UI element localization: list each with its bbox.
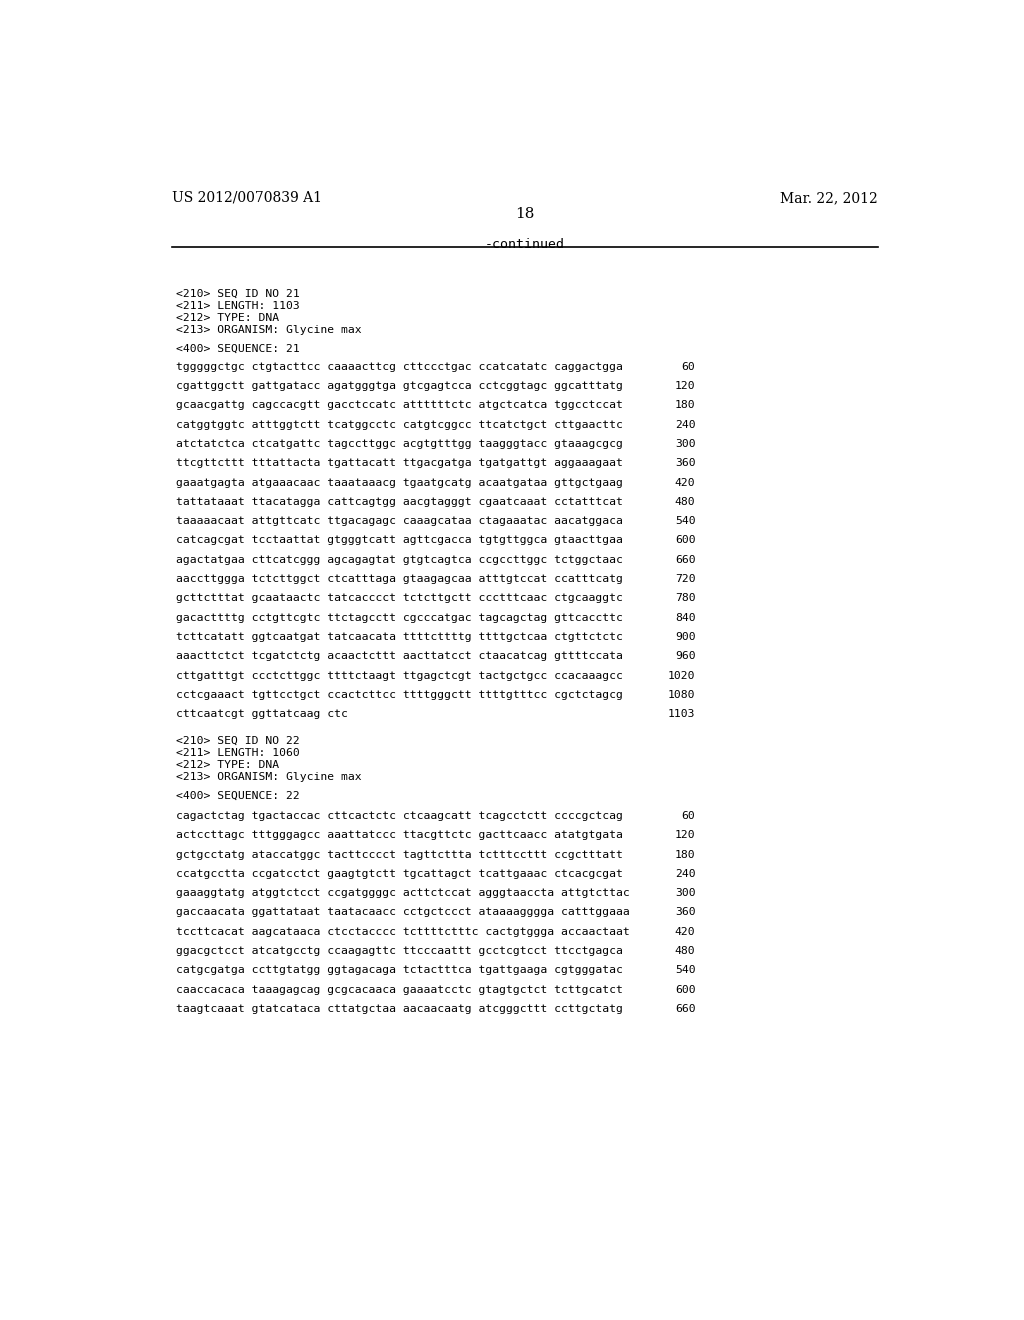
Text: cgattggctt gattgatacc agatgggtga gtcgagtcca cctcggtagc ggcatttatg: cgattggctt gattgatacc agatgggtga gtcgagt… xyxy=(176,381,623,391)
Text: tgggggctgc ctgtacttcc caaaacttcg cttccctgac ccatcatatc caggactgga: tgggggctgc ctgtacttcc caaaacttcg cttccct… xyxy=(176,362,623,372)
Text: catcagcgat tcctaattat gtgggtcatt agttcgacca tgtgttggca gtaacttgaa: catcagcgat tcctaattat gtgggtcatt agttcga… xyxy=(176,536,623,545)
Text: 1103: 1103 xyxy=(668,709,695,719)
Text: taaaaacaat attgttcatc ttgacagagc caaagcataa ctagaaatac aacatggaca: taaaaacaat attgttcatc ttgacagagc caaagca… xyxy=(176,516,623,527)
Text: 540: 540 xyxy=(675,516,695,527)
Text: 240: 240 xyxy=(675,869,695,879)
Text: 780: 780 xyxy=(675,594,695,603)
Text: gaaaggtatg atggtctcct ccgatggggc acttctccat agggtaaccta attgtcttac: gaaaggtatg atggtctcct ccgatggggc acttctc… xyxy=(176,888,630,898)
Text: 18: 18 xyxy=(515,207,535,222)
Text: 120: 120 xyxy=(675,830,695,841)
Text: cttgatttgt ccctcttggc ttttctaagt ttgagctcgt tactgctgcc ccacaaagcc: cttgatttgt ccctcttggc ttttctaagt ttgagct… xyxy=(176,671,623,681)
Text: agactatgaa cttcatcggg agcagagtat gtgtcagtca ccgccttggc tctggctaac: agactatgaa cttcatcggg agcagagtat gtgtcag… xyxy=(176,554,623,565)
Text: US 2012/0070839 A1: US 2012/0070839 A1 xyxy=(172,191,322,205)
Text: taagtcaaat gtatcataca cttatgctaa aacaacaatg atcgggcttt ccttgctatg: taagtcaaat gtatcataca cttatgctaa aacaaca… xyxy=(176,1005,623,1014)
Text: 960: 960 xyxy=(675,651,695,661)
Text: 420: 420 xyxy=(675,478,695,487)
Text: 60: 60 xyxy=(682,810,695,821)
Text: catgcgatga ccttgtatgg ggtagacaga tctactttca tgattgaaga cgtgggatac: catgcgatga ccttgtatgg ggtagacaga tctactt… xyxy=(176,965,623,975)
Text: 300: 300 xyxy=(675,440,695,449)
Text: 60: 60 xyxy=(682,362,695,372)
Text: <212> TYPE: DNA: <212> TYPE: DNA xyxy=(176,760,279,770)
Text: ccatgcctta ccgatcctct gaagtgtctt tgcattagct tcattgaaac ctcacgcgat: ccatgcctta ccgatcctct gaagtgtctt tgcatta… xyxy=(176,869,623,879)
Text: <212> TYPE: DNA: <212> TYPE: DNA xyxy=(176,313,279,323)
Text: aaacttctct tcgatctctg acaactcttt aacttatcct ctaacatcag gttttccata: aaacttctct tcgatctctg acaactcttt aacttat… xyxy=(176,651,623,661)
Text: catggtggtc atttggtctt tcatggcctc catgtcggcc ttcatctgct cttgaacttc: catggtggtc atttggtctt tcatggcctc catgtcg… xyxy=(176,420,623,429)
Text: <400> SEQUENCE: 21: <400> SEQUENCE: 21 xyxy=(176,343,299,354)
Text: cttcaatcgt ggttatcaag ctc: cttcaatcgt ggttatcaag ctc xyxy=(176,709,347,719)
Text: 900: 900 xyxy=(675,632,695,642)
Text: <400> SEQUENCE: 22: <400> SEQUENCE: 22 xyxy=(176,791,299,801)
Text: 180: 180 xyxy=(675,850,695,859)
Text: 660: 660 xyxy=(675,1005,695,1014)
Text: 540: 540 xyxy=(675,965,695,975)
Text: gcttctttat gcaataactc tatcacccct tctcttgctt ccctttcaac ctgcaaggtc: gcttctttat gcaataactc tatcacccct tctcttg… xyxy=(176,594,623,603)
Text: cctcgaaact tgttcctgct ccactcttcc ttttgggctt ttttgtttcc cgctctagcg: cctcgaaact tgttcctgct ccactcttcc ttttggg… xyxy=(176,690,623,700)
Text: <210> SEQ ID NO 22: <210> SEQ ID NO 22 xyxy=(176,735,299,746)
Text: 660: 660 xyxy=(675,554,695,565)
Text: atctatctca ctcatgattc tagccttggc acgtgtttgg taagggtacc gtaaagcgcg: atctatctca ctcatgattc tagccttggc acgtgtt… xyxy=(176,440,623,449)
Text: <213> ORGANISM: Glycine max: <213> ORGANISM: Glycine max xyxy=(176,772,361,783)
Text: 300: 300 xyxy=(675,888,695,898)
Text: 480: 480 xyxy=(675,496,695,507)
Text: 360: 360 xyxy=(675,458,695,469)
Text: 720: 720 xyxy=(675,574,695,585)
Text: 420: 420 xyxy=(675,927,695,937)
Text: ttcgttcttt tttattacta tgattacatt ttgacgatga tgatgattgt aggaaagaat: ttcgttcttt tttattacta tgattacatt ttgacga… xyxy=(176,458,623,469)
Text: 1080: 1080 xyxy=(668,690,695,700)
Text: aaccttggga tctcttggct ctcatttaga gtaagagcaa atttgtccat ccatttcatg: aaccttggga tctcttggct ctcatttaga gtaagag… xyxy=(176,574,623,585)
Text: tattataaat ttacatagga cattcagtgg aacgtagggt cgaatcaaat cctatttcat: tattataaat ttacatagga cattcagtgg aacgtag… xyxy=(176,496,623,507)
Text: 360: 360 xyxy=(675,907,695,917)
Text: 600: 600 xyxy=(675,536,695,545)
Text: tccttcacat aagcataaca ctcctacccc tcttttctttc cactgtggga accaactaat: tccttcacat aagcataaca ctcctacccc tcttttc… xyxy=(176,927,630,937)
Text: 840: 840 xyxy=(675,612,695,623)
Text: 480: 480 xyxy=(675,946,695,956)
Text: 180: 180 xyxy=(675,400,695,411)
Text: actccttagc tttgggagcc aaattatccc ttacgttctc gacttcaacc atatgtgata: actccttagc tttgggagcc aaattatccc ttacgtt… xyxy=(176,830,623,841)
Text: 120: 120 xyxy=(675,381,695,391)
Text: <211> LENGTH: 1060: <211> LENGTH: 1060 xyxy=(176,748,299,758)
Text: 1020: 1020 xyxy=(668,671,695,681)
Text: gctgcctatg ataccatggc tacttcccct tagttcttta tctttccttt ccgctttatt: gctgcctatg ataccatggc tacttcccct tagttct… xyxy=(176,850,623,859)
Text: gcaacgattg cagccacgtt gacctccatc attttttctc atgctcatca tggcctccat: gcaacgattg cagccacgtt gacctccatc atttttt… xyxy=(176,400,623,411)
Text: <211> LENGTH: 1103: <211> LENGTH: 1103 xyxy=(176,301,299,310)
Text: cagactctag tgactaccac cttcactctc ctcaagcatt tcagcctctt ccccgctcag: cagactctag tgactaccac cttcactctc ctcaagc… xyxy=(176,810,623,821)
Text: 240: 240 xyxy=(675,420,695,429)
Text: gacacttttg cctgttcgtc ttctagcctt cgcccatgac tagcagctag gttcaccttc: gacacttttg cctgttcgtc ttctagcctt cgcccat… xyxy=(176,612,623,623)
Text: tcttcatatt ggtcaatgat tatcaacata ttttcttttg ttttgctcaa ctgttctctc: tcttcatatt ggtcaatgat tatcaacata ttttctt… xyxy=(176,632,623,642)
Text: Mar. 22, 2012: Mar. 22, 2012 xyxy=(780,191,878,205)
Text: 600: 600 xyxy=(675,985,695,995)
Text: -continued: -continued xyxy=(484,238,565,251)
Text: ggacgctcct atcatgcctg ccaagagttc ttcccaattt gcctcgtcct ttcctgagca: ggacgctcct atcatgcctg ccaagagttc ttcccaa… xyxy=(176,946,623,956)
Text: <213> ORGANISM: Glycine max: <213> ORGANISM: Glycine max xyxy=(176,325,361,335)
Text: caaccacaca taaagagcag gcgcacaaca gaaaatcctc gtagtgctct tcttgcatct: caaccacaca taaagagcag gcgcacaaca gaaaatc… xyxy=(176,985,623,995)
Text: <210> SEQ ID NO 21: <210> SEQ ID NO 21 xyxy=(176,289,299,298)
Text: gaaatgagta atgaaacaac taaataaacg tgaatgcatg acaatgataa gttgctgaag: gaaatgagta atgaaacaac taaataaacg tgaatgc… xyxy=(176,478,623,487)
Text: gaccaacata ggattataat taatacaacc cctgctccct ataaaagggga catttggaaa: gaccaacata ggattataat taatacaacc cctgctc… xyxy=(176,907,630,917)
